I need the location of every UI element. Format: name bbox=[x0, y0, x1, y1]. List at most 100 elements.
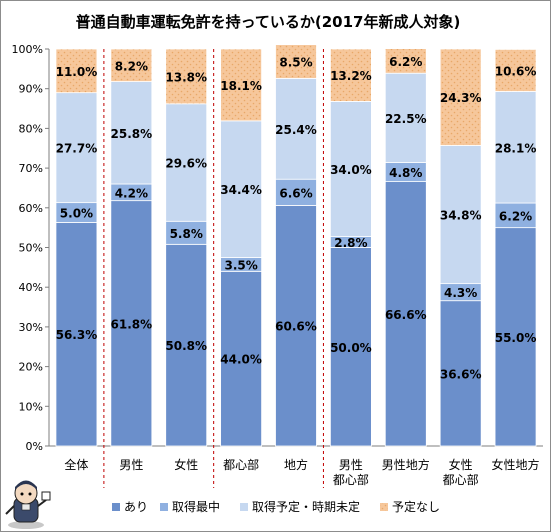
category-label: 女性 bbox=[174, 457, 198, 472]
legend: あり 取得最中 取得予定・時期未定 予定なし bbox=[112, 499, 440, 514]
legend-swatch bbox=[112, 503, 120, 511]
bar-segment bbox=[275, 77, 317, 180]
data-label: 27.7% bbox=[56, 142, 98, 156]
bar-segment bbox=[494, 202, 537, 229]
bar-segment bbox=[439, 145, 482, 285]
y-tick-label: 20% bbox=[19, 361, 43, 374]
data-label: 2.8% bbox=[334, 236, 367, 250]
data-label: 56.3% bbox=[56, 328, 98, 342]
plot-area: 0% 10% 20% 30% 40% 50% 60% 70% 80% 90% 100% 56.3% 5.… bbox=[12, 43, 543, 488]
bar-segment bbox=[55, 92, 98, 204]
category-label: 都心部 bbox=[223, 457, 259, 472]
chart-title: 普通自動車運転免許を持っているか(2017年新成人対象) bbox=[76, 13, 461, 31]
bar-segment bbox=[110, 48, 153, 82]
y-tick-label: 50% bbox=[19, 242, 43, 255]
data-label: 28.1% bbox=[495, 141, 537, 155]
legend-label: 予定なし bbox=[392, 499, 440, 514]
bar-segment bbox=[494, 91, 537, 204]
data-label: 4.8% bbox=[389, 166, 422, 180]
data-label: 34.0% bbox=[330, 163, 372, 177]
bar-segment bbox=[275, 205, 317, 447]
data-label: 34.4% bbox=[220, 183, 262, 197]
data-label: 5.8% bbox=[170, 227, 203, 241]
legend-label: 取得最中 bbox=[172, 499, 220, 514]
bar-segment bbox=[220, 270, 263, 447]
data-label: 8.2% bbox=[115, 59, 148, 73]
data-label: 36.6% bbox=[440, 367, 482, 381]
category-label: 都心部 bbox=[333, 472, 369, 487]
data-label: 13.2% bbox=[330, 69, 372, 83]
category-label: 女性地方 bbox=[492, 457, 540, 472]
data-label: 55.0% bbox=[495, 331, 537, 345]
data-label: 6.2% bbox=[499, 209, 532, 223]
y-tick-label: 70% bbox=[19, 162, 43, 175]
data-label: 6.2% bbox=[389, 55, 422, 69]
data-label: 60.6% bbox=[275, 320, 317, 334]
bar-segment bbox=[275, 178, 317, 206]
data-label: 11.0% bbox=[56, 65, 98, 79]
bar-segment bbox=[384, 181, 427, 447]
data-label: 61.8% bbox=[111, 317, 153, 331]
bar-segment bbox=[165, 103, 208, 222]
bar-segment bbox=[220, 120, 263, 258]
bar-segment bbox=[110, 81, 153, 185]
bar-segment bbox=[384, 48, 427, 74]
bar-segment bbox=[494, 48, 537, 92]
bar-segment bbox=[110, 200, 153, 447]
data-label: 10.6% bbox=[495, 64, 537, 78]
legend-label: 取得予定・時期未定 bbox=[252, 499, 360, 514]
bar-segment bbox=[384, 72, 427, 163]
data-label: 24.3% bbox=[440, 91, 482, 105]
bar-segment bbox=[439, 300, 482, 447]
data-label: 25.8% bbox=[111, 127, 153, 141]
data-label: 13.8% bbox=[165, 70, 207, 84]
category-label: 都心部 bbox=[443, 472, 479, 487]
y-tick-label: 40% bbox=[19, 281, 43, 294]
bar-segment bbox=[494, 227, 537, 447]
category-label: 男性 bbox=[119, 458, 143, 472]
y-tick-label: 0% bbox=[26, 440, 43, 453]
y-tick-label: 60% bbox=[19, 202, 43, 215]
bar-segment bbox=[55, 48, 98, 94]
bar-segment bbox=[220, 48, 263, 122]
data-label: 50.8% bbox=[165, 339, 207, 353]
data-label: 3.5% bbox=[224, 258, 257, 272]
y-tick-label: 80% bbox=[19, 122, 43, 135]
y-tick-label: 100% bbox=[12, 43, 43, 56]
bar-segment bbox=[439, 48, 482, 146]
y-tick-label: 30% bbox=[19, 321, 43, 334]
data-label: 44.0% bbox=[220, 353, 262, 367]
data-label: 66.6% bbox=[385, 308, 427, 322]
bar-segment bbox=[165, 48, 208, 105]
legend-swatch bbox=[380, 503, 388, 511]
mascot-illustration bbox=[5, 480, 51, 529]
data-label: 50.0% bbox=[330, 341, 372, 355]
y-tick-label: 10% bbox=[19, 400, 43, 413]
bar-segment bbox=[329, 247, 372, 447]
bar-segment bbox=[329, 101, 372, 237]
legend-swatch bbox=[240, 503, 248, 511]
bar-segment bbox=[329, 48, 372, 102]
data-label: 8.5% bbox=[279, 56, 312, 70]
data-label: 29.6% bbox=[165, 157, 207, 171]
category-label: 男性地方 bbox=[382, 457, 430, 472]
category-label: 男性 bbox=[339, 458, 363, 472]
data-label: 5.0% bbox=[60, 207, 93, 221]
data-label: 22.5% bbox=[385, 112, 427, 126]
data-label: 34.8% bbox=[440, 209, 482, 223]
category-label: 全体 bbox=[64, 457, 88, 472]
y-tick-label: 90% bbox=[19, 83, 43, 96]
bar-segment bbox=[165, 243, 208, 447]
data-label: 4.3% bbox=[444, 286, 477, 300]
category-label: 地方 bbox=[284, 457, 308, 472]
data-label: 25.4% bbox=[275, 123, 317, 137]
data-label: 6.6% bbox=[279, 186, 312, 200]
bar-segment bbox=[55, 222, 98, 447]
category-label: 女性 bbox=[449, 457, 473, 472]
bar-segment bbox=[275, 44, 317, 79]
data-label: 18.1% bbox=[220, 79, 262, 93]
data-label: 4.2% bbox=[115, 186, 148, 200]
legend-label: あり bbox=[124, 500, 148, 514]
legend-swatch bbox=[160, 503, 168, 511]
